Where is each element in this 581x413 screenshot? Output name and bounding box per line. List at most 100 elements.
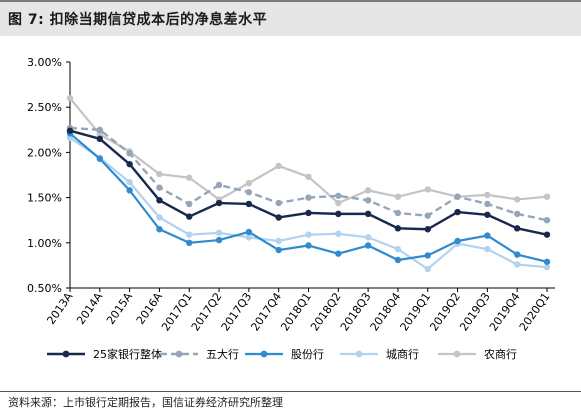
data-point — [96, 155, 104, 162]
data-point — [424, 252, 431, 259]
data-point — [156, 226, 163, 233]
data-point — [364, 242, 372, 249]
legend-swatch-marker — [62, 350, 70, 358]
data-point — [245, 228, 253, 236]
legend-swatch-marker — [175, 350, 183, 358]
data-point — [364, 197, 372, 204]
x-tick-label: 2014A — [74, 290, 105, 327]
legend-label: 五大行 — [206, 347, 239, 361]
data-point — [454, 208, 461, 216]
data-point — [394, 256, 402, 264]
data-point — [275, 199, 282, 207]
data-point — [305, 173, 312, 181]
source-note: 资料来源：上市银行定期报告，国信证券经济研究所整理 — [8, 396, 283, 409]
data-point — [424, 265, 431, 273]
data-point — [186, 174, 193, 181]
data-point — [186, 200, 193, 208]
data-point — [96, 126, 104, 133]
data-point — [245, 234, 253, 241]
data-point — [513, 225, 521, 232]
data-point — [305, 242, 312, 249]
data-point — [245, 200, 253, 208]
data-point — [513, 261, 521, 268]
data-point — [364, 187, 372, 194]
data-point — [156, 214, 163, 221]
data-point — [186, 213, 193, 220]
data-point — [543, 193, 551, 200]
data-point — [543, 217, 551, 224]
data-point — [66, 134, 74, 142]
data-point — [66, 94, 74, 102]
series-line-3 — [69, 137, 548, 271]
data-point — [126, 187, 133, 194]
data-point — [215, 229, 223, 237]
y-tick-label: 0.50% — [27, 282, 62, 295]
data-point — [305, 194, 312, 201]
data-point — [394, 225, 402, 232]
data-point — [275, 237, 282, 245]
data-point — [305, 231, 312, 238]
data-point — [484, 211, 491, 218]
data-point — [215, 236, 223, 244]
series-line-4 — [69, 97, 548, 205]
data-point — [513, 196, 521, 203]
data-point — [126, 150, 133, 157]
data-point — [305, 209, 312, 217]
data-point — [215, 199, 223, 207]
data-point — [424, 212, 431, 219]
data-point — [126, 160, 133, 168]
data-point — [394, 193, 402, 200]
legend-label: 25家银行整体 — [93, 347, 162, 361]
data-point — [126, 179, 133, 186]
data-point — [275, 214, 282, 221]
data-point — [335, 250, 342, 257]
legend-label: 股份行 — [291, 348, 324, 361]
data-point — [424, 186, 431, 193]
data-point — [454, 237, 461, 245]
data-point — [156, 184, 163, 191]
legend-swatch-marker — [260, 350, 268, 358]
y-tick-label: 2.50% — [27, 101, 62, 114]
legend-label: 农商行 — [484, 347, 517, 361]
data-point — [66, 127, 74, 134]
data-point — [394, 209, 402, 217]
data-point — [156, 170, 163, 178]
legend-label: 城商行 — [386, 347, 419, 361]
data-point — [543, 231, 551, 238]
data-point — [543, 258, 551, 265]
data-point — [335, 192, 342, 199]
x-tick-label: 2015A — [104, 290, 135, 327]
data-point — [484, 245, 491, 253]
data-point — [484, 232, 491, 239]
data-point — [513, 210, 521, 218]
data-point — [424, 226, 431, 233]
data-point — [335, 199, 342, 207]
line-chart: 3.00% 2.50% 2.00% 1.50% 1.00% 0.50%2013A2014A… — [27, 56, 555, 361]
x-tick-label: 2013A — [44, 290, 75, 327]
data-point — [186, 239, 193, 246]
figure-title-bar: 图 7: 扣除当期信贷成本后的净息差水平 — [0, 0, 581, 36]
data-point — [96, 135, 104, 143]
data-point — [335, 210, 342, 218]
source-divider — [0, 391, 581, 392]
data-point — [215, 181, 223, 189]
data-point — [245, 188, 253, 196]
y-tick-label: 3.00% — [27, 56, 62, 69]
data-point — [484, 191, 491, 199]
data-point — [364, 234, 372, 241]
data-point — [156, 197, 163, 204]
data-point — [186, 231, 193, 238]
data-point — [275, 246, 282, 254]
data-point — [484, 200, 491, 208]
legend-swatch-marker — [453, 350, 461, 358]
y-tick-label: 1.50% — [27, 192, 62, 205]
series-line-0 — [69, 129, 548, 236]
data-point — [335, 230, 342, 237]
data-point — [454, 193, 461, 200]
data-point — [513, 251, 521, 258]
y-tick-label: 2.00% — [27, 146, 62, 159]
figure-title: 图 7: 扣除当期信贷成本后的净息差水平 — [8, 12, 268, 28]
data-point — [96, 131, 104, 138]
data-point — [275, 162, 282, 170]
data-point — [364, 210, 372, 218]
